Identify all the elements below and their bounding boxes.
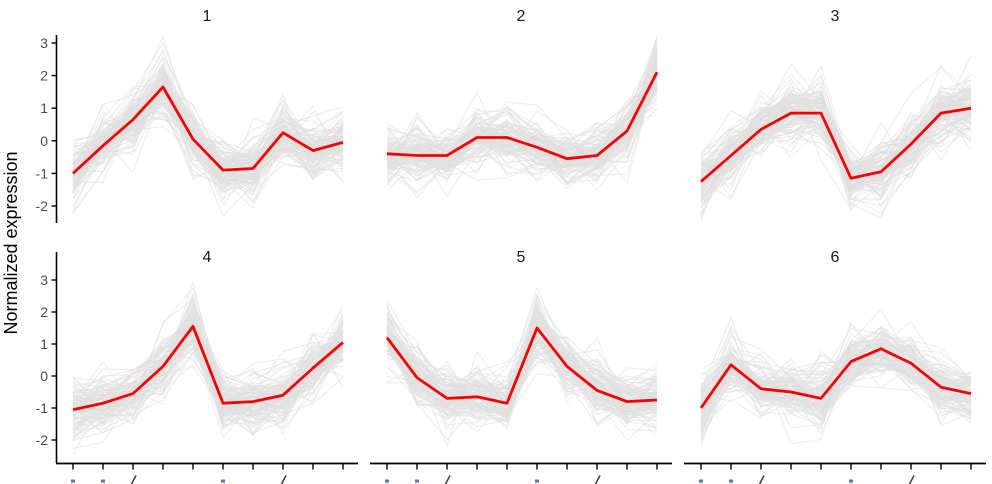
y-axis-tick-label: -1 bbox=[36, 400, 49, 416]
x-axis-label-stub bbox=[594, 475, 601, 484]
facet-title-5: 5 bbox=[516, 249, 526, 266]
member-line bbox=[386, 75, 658, 168]
x-axis-label-stub bbox=[699, 479, 703, 483]
member-line bbox=[72, 330, 344, 425]
y-axis-title: Normalized expression bbox=[1, 151, 21, 335]
x-axis-label-stub bbox=[729, 479, 733, 483]
x-axis-label-stub bbox=[444, 475, 451, 484]
facet-panel-2 bbox=[386, 36, 659, 199]
member-line bbox=[386, 93, 658, 182]
facet-panel-6 bbox=[699, 308, 972, 447]
member-line bbox=[386, 87, 658, 181]
centroid-line bbox=[700, 106, 972, 183]
x-axis-label-stub bbox=[101, 479, 105, 483]
member-line bbox=[700, 340, 972, 421]
member-lines-group bbox=[700, 54, 972, 221]
member-line bbox=[700, 79, 972, 211]
facet-panel-5 bbox=[385, 286, 658, 448]
x-axis-label-stub bbox=[130, 475, 137, 484]
y-axis-tick-label: 3 bbox=[40, 35, 48, 51]
facet-panel-3 bbox=[700, 54, 972, 221]
centroid-line bbox=[699, 347, 972, 409]
member-line bbox=[72, 342, 344, 420]
member-line bbox=[700, 323, 972, 431]
y-axis-tick-label: 0 bbox=[40, 368, 48, 384]
member-line bbox=[386, 90, 658, 170]
member-line bbox=[386, 303, 658, 448]
facet-panel-1 bbox=[72, 35, 344, 217]
x-axis-label-stub bbox=[71, 479, 75, 483]
facet-title-1: 1 bbox=[202, 8, 212, 25]
member-line bbox=[72, 92, 344, 176]
x-axis-label-stub bbox=[758, 475, 765, 484]
member-line bbox=[700, 351, 972, 445]
facet-title-4: 4 bbox=[202, 249, 212, 266]
member-line bbox=[72, 35, 344, 200]
centroid-line bbox=[385, 326, 658, 405]
x-axis-label-stub bbox=[908, 475, 915, 484]
centroid-line bbox=[72, 324, 344, 411]
member-line bbox=[72, 329, 344, 397]
y-axis-tick-label: -2 bbox=[36, 432, 49, 448]
facet-title-6: 6 bbox=[830, 249, 840, 266]
centroid-line bbox=[72, 85, 344, 175]
y-axis-tick-label: 2 bbox=[40, 304, 48, 320]
member-lines-group bbox=[72, 35, 344, 217]
member-line bbox=[700, 355, 972, 408]
x-axis-label-stub bbox=[849, 479, 853, 483]
y-axis-tick-label: 2 bbox=[40, 68, 48, 84]
axes-group: 3 2 1 0 -1 -2 3 2 1 0 -1 -2 bbox=[36, 35, 986, 484]
y-axis-tick-label: 0 bbox=[40, 133, 48, 149]
x-axis-label-stub bbox=[221, 479, 225, 483]
member-line bbox=[386, 46, 658, 168]
y-axis-tick-label: -1 bbox=[36, 165, 49, 181]
y-axis-tick-label: 3 bbox=[40, 272, 48, 288]
x-axis-label-stub bbox=[415, 479, 419, 483]
member-line bbox=[72, 84, 344, 180]
member-lines-group bbox=[386, 36, 658, 199]
member-line bbox=[700, 332, 972, 399]
member-line bbox=[386, 326, 658, 419]
member-line bbox=[700, 357, 972, 439]
facet-panel-4 bbox=[72, 280, 344, 455]
member-line bbox=[386, 62, 658, 186]
y-axis-tick-label: 1 bbox=[40, 100, 48, 116]
member-line bbox=[700, 96, 972, 185]
member-line bbox=[700, 90, 972, 183]
facet-title-3: 3 bbox=[830, 8, 840, 25]
member-line bbox=[72, 77, 344, 173]
y-axis-tick-label: 1 bbox=[40, 336, 48, 352]
x-axis-label-stub bbox=[385, 479, 389, 483]
member-line bbox=[700, 82, 972, 173]
member-line bbox=[72, 308, 344, 426]
member-line bbox=[386, 292, 658, 438]
member-line bbox=[72, 118, 344, 192]
member-line bbox=[72, 324, 344, 441]
x-axis-label-stub bbox=[280, 475, 287, 484]
x-axis-label-stub bbox=[535, 479, 539, 483]
y-axis-tick-label: -2 bbox=[36, 198, 49, 214]
facet-title-2: 2 bbox=[516, 8, 526, 25]
member-line bbox=[72, 100, 344, 178]
member-line bbox=[386, 103, 658, 167]
centroid-line bbox=[386, 71, 659, 161]
member-line bbox=[386, 62, 658, 179]
